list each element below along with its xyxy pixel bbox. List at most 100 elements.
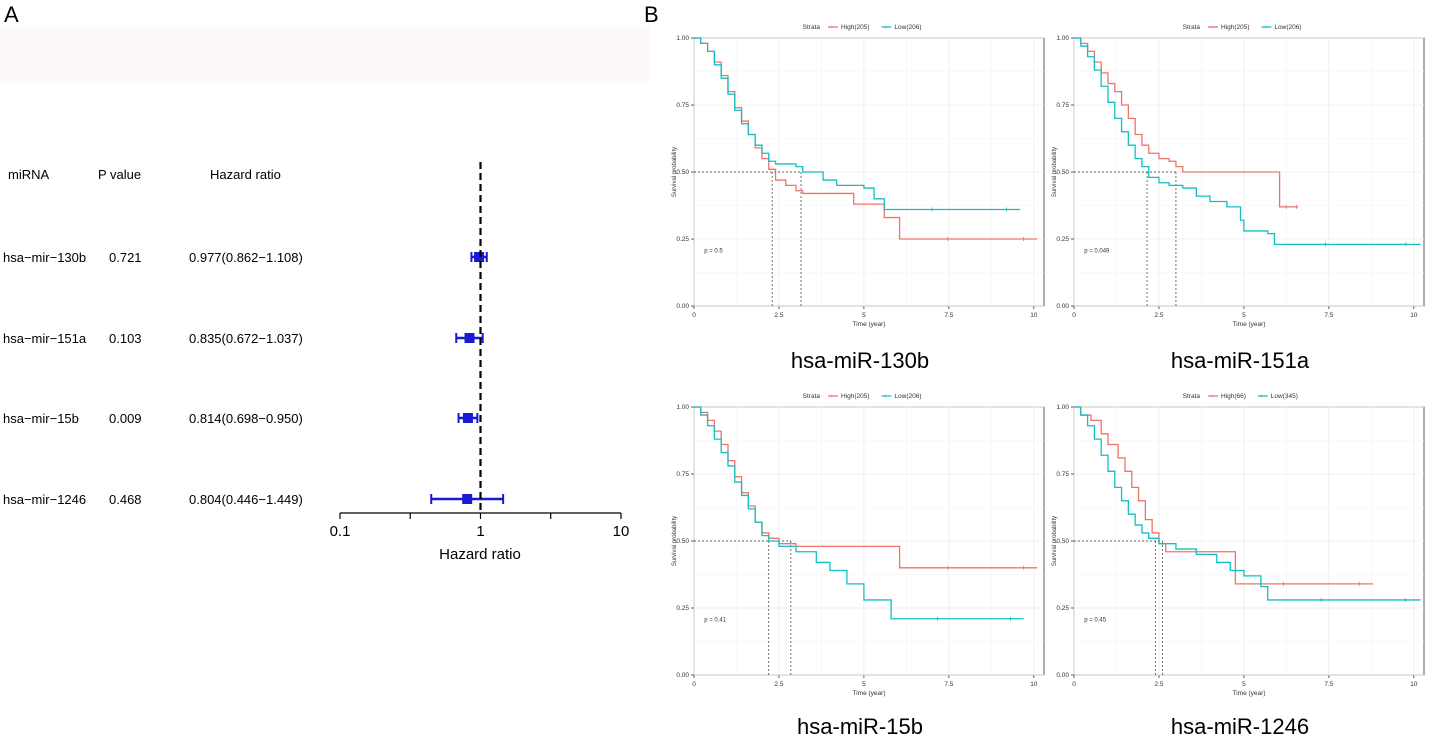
- km-mir-130b-ytick-label-2: 0.50: [676, 169, 689, 176]
- panel-b-label: B: [644, 2, 659, 27]
- km-mir-151a-legend-title: Strata: [1183, 24, 1201, 31]
- km-mir-130b-pvalue: p = 0.5: [704, 248, 723, 254]
- km-title-mir-151a: hsa-miR-151a: [1170, 348, 1310, 373]
- km-mir-1246-pvalue: p = 0.45: [1084, 617, 1107, 623]
- km-mir-15b-ylabel: Survival probability: [672, 516, 678, 566]
- forest-row-3-point: [462, 413, 473, 423]
- km-mir-15b-xlabel: Time (year): [853, 690, 886, 697]
- km-mir-15b-ytick-label-2: 0.50: [676, 538, 689, 545]
- km-plot-mir-130b: 0 2.5 5 7.5 10 0.00 0.25 0.50 0.75 1.00 Time (year…: [668, 18, 1048, 330]
- km-title-mir-130b: hsa-miR-130b: [790, 348, 930, 373]
- km-mir-151a-ytick-label-3: 0.75: [1056, 102, 1069, 109]
- km-mir-15b-pvalue: p = 0.41: [704, 617, 727, 623]
- km-mir-1246-legend-plus-high: +: [1210, 394, 1214, 400]
- km-mir-15b-xtick-label-3: 7.5: [944, 681, 953, 688]
- km-title-mir-15b: hsa-miR-15b: [797, 714, 923, 739]
- km-mir-130b-xtick-label-2: 5: [862, 312, 866, 319]
- km-mir-1246-legend-title: Strata: [1183, 393, 1201, 400]
- km-mir-15b-curve-low: [694, 406, 1024, 620]
- km-mir-1246-ytick-label-4: 1.00: [1056, 404, 1069, 411]
- km-mir-1246-ytick-label-1: 0.25: [1056, 605, 1069, 612]
- km-mir-151a-xtick-label-0: 0: [1072, 312, 1076, 319]
- km-plot-mir-151a: 0 2.5 5 7.5 10 0.00 0.25 0.50 0.75 1.00 Time (year…: [1048, 18, 1428, 330]
- km-mir-1246-legend-label-low: Low(345): [1271, 393, 1298, 400]
- km-mir-15b-legend-plus-high: +: [830, 394, 834, 400]
- km-mir-130b-svg: 0 2.5 5 7.5 10 0.00 0.25 0.50 0.75 1.00 Time (year…: [672, 24, 1045, 328]
- forest-row-1-hazard-ratio: 0.977(0.862−1.108): [189, 250, 303, 265]
- header-hazard-ratio: Hazard ratio: [210, 167, 281, 182]
- km-plot-mir-1246: 0 2.5 5 7.5 10 0.00 0.25 0.50 0.75 1.00 Time (year…: [1048, 387, 1428, 699]
- km-mir-151a-ylabel: Survival probability: [1052, 147, 1058, 197]
- km-mir-15b-legend-label-low: Low(206): [894, 393, 921, 400]
- header-pvalue: P value: [98, 167, 141, 182]
- km-mir-15b-ytick-label-1: 0.25: [676, 605, 689, 612]
- km-mir-1246-xtick-label-2: 5: [1242, 681, 1246, 688]
- km-mir-151a-xlabel: Time (year): [1233, 321, 1266, 328]
- km-mir-15b-legend-plus-low: +: [883, 394, 887, 400]
- km-mir-151a-legend-plus-high: +: [1210, 25, 1214, 31]
- km-mir-1246-ytick-label-3: 0.75: [1056, 471, 1069, 478]
- forest-row-4-point: [462, 494, 473, 504]
- km-mir-1246-curve-low: [1074, 406, 1421, 601]
- km-mir-151a-xtick-label-2: 5: [1242, 312, 1246, 319]
- km-mir-130b-legend-plus-low: +: [883, 25, 887, 31]
- km-mir-1246-xtick-label-3: 7.5: [1324, 681, 1333, 688]
- forest-row-1-pvalue: 0.721: [109, 250, 142, 265]
- km-mir-1246-ylabel: Survival probability: [1052, 516, 1058, 566]
- forest-row-4-mirna: hsa−mir−1246: [3, 492, 86, 507]
- forest-tick-label-0: 0.1: [330, 523, 351, 540]
- forest-row-2-pvalue: 0.103: [109, 331, 142, 346]
- km-mir-151a-ytick-label-2: 0.50: [1056, 169, 1069, 176]
- forest-header-band: [0, 25, 650, 83]
- km-mir-15b-legend-title: Strata: [803, 393, 821, 400]
- km-mir-151a-ytick-label-0: 0.00: [1056, 303, 1069, 310]
- forest-row-2-mirna: hsa−mir−151a: [3, 331, 87, 346]
- km-mir-15b-ytick-label-0: 0.00: [676, 672, 689, 679]
- km-mir-130b-xtick-label-1: 2.5: [774, 312, 783, 319]
- km-mir-151a-xtick-label-1: 2.5: [1154, 312, 1163, 319]
- km-mir-1246-ytick-label-0: 0.00: [1056, 672, 1069, 679]
- km-mir-1246-xtick-label-0: 0: [1072, 681, 1076, 688]
- km-mir-1246-svg: 0 2.5 5 7.5 10 0.00 0.25 0.50 0.75 1.00 Time (year…: [1052, 393, 1425, 697]
- km-mir-151a-svg: 0 2.5 5 7.5 10 0.00 0.25 0.50 0.75 1.00 Time (year…: [1052, 24, 1425, 328]
- km-mir-15b-xtick-label-2: 5: [862, 681, 866, 688]
- forest-tick-label-2: 1: [476, 523, 484, 540]
- km-mir-130b-ytick-label-0: 0.00: [676, 303, 689, 310]
- panel-a-label: A: [4, 2, 19, 27]
- km-mir-130b-xtick-label-4: 10: [1030, 312, 1038, 319]
- km-mir-1246-ytick-label-2: 0.50: [1056, 538, 1069, 545]
- km-mir-130b-curve-high: [694, 37, 1038, 240]
- forest-row-4-pvalue: 0.468: [109, 492, 142, 507]
- forest-row-3-hazard-ratio: 0.814(0.698−0.950): [189, 411, 303, 426]
- forest-row-1-point: [474, 252, 485, 262]
- km-mir-130b-curve-low: [694, 37, 1021, 211]
- km-mir-130b-legend-label-low: Low(206): [894, 24, 921, 31]
- km-mir-151a-ytick-label-4: 1.00: [1056, 35, 1069, 42]
- km-mir-130b-xlabel: Time (year): [853, 321, 886, 328]
- forest-row-1-mirna: hsa−mir−130b: [3, 250, 86, 265]
- km-mir-130b-ylabel: Survival probability: [672, 147, 678, 197]
- km-mir-130b-legend-plus-high: +: [830, 25, 834, 31]
- km-mir-151a-xtick-label-3: 7.5: [1324, 312, 1333, 319]
- km-mir-151a-legend-label-high: High(205): [1221, 24, 1250, 31]
- km-mir-130b-ytick-label-3: 0.75: [676, 102, 689, 109]
- forest-axis: 0.1 1 10: [330, 162, 630, 540]
- km-mir-1246-curve-high: [1074, 406, 1374, 585]
- km-mir-15b-xtick-label-0: 0: [692, 681, 696, 688]
- km-mir-130b-legend-title: Strata: [803, 24, 821, 31]
- km-mir-15b-curve-high: [694, 406, 1038, 569]
- forest-xlabel: Hazard ratio: [439, 546, 521, 563]
- forest-tick-label-4: 10: [613, 523, 630, 540]
- forest-rows: hsa−mir−130b 0.721 0.977(0.862−1.108) hsa−m…: [3, 250, 505, 507]
- km-mir-130b-xtick-label-0: 0: [692, 312, 696, 319]
- km-mir-15b-svg: 0 2.5 5 7.5 10 0.00 0.25 0.50 0.75 1.00 Time (year…: [672, 393, 1045, 697]
- forest-row-3-mirna: hsa−mir−15b: [3, 411, 79, 426]
- km-mir-1246-xlabel: Time (year): [1233, 690, 1266, 697]
- km-mir-151a-legend-label-low: Low(206): [1274, 24, 1301, 31]
- km-mir-130b-xtick-label-3: 7.5: [944, 312, 953, 319]
- km-mir-15b-xtick-label-1: 2.5: [774, 681, 783, 688]
- header-mirna: miRNA: [8, 167, 49, 182]
- km-mir-15b-ytick-label-3: 0.75: [676, 471, 689, 478]
- km-mir-151a-xtick-label-4: 10: [1410, 312, 1418, 319]
- km-mir-15b-legend-label-high: High(205): [841, 393, 870, 400]
